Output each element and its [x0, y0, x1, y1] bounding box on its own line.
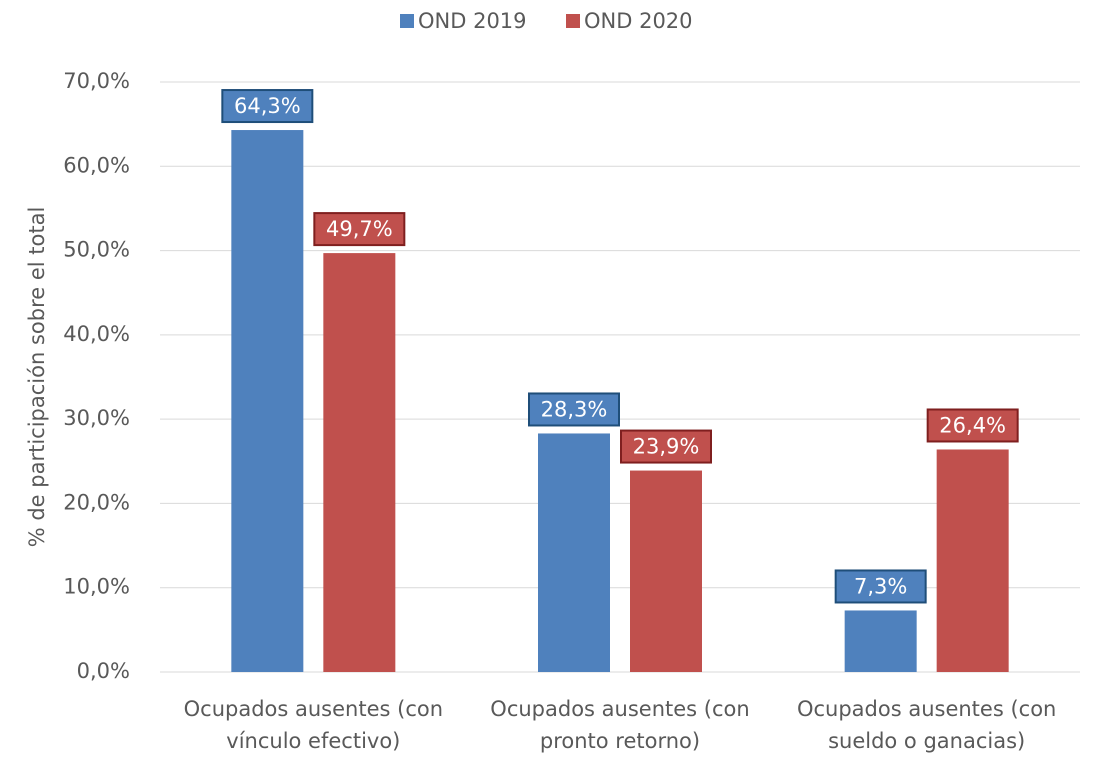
y-tick-label: 60,0%	[63, 153, 130, 177]
y-tick-label: 40,0%	[63, 322, 130, 346]
value-label: 49,7%	[326, 217, 393, 241]
x-tick-label: sueldo o ganacias)	[828, 729, 1025, 753]
bar	[844, 610, 917, 672]
legend-swatch	[400, 14, 414, 28]
legend-swatch	[566, 14, 580, 28]
value-label-box	[528, 392, 620, 427]
value-label: 7,3%	[854, 574, 907, 598]
bar	[936, 449, 1009, 672]
value-label: 23,9%	[633, 435, 700, 459]
value-label: 26,4%	[939, 413, 1006, 437]
y-tick-label: 20,0%	[63, 490, 130, 514]
y-tick-label: 30,0%	[63, 406, 130, 430]
legend-label: OND 2019	[418, 9, 527, 33]
y-tick-label: 10,0%	[63, 575, 130, 599]
y-tick-label: 70,0%	[63, 69, 130, 93]
value-label-box	[834, 569, 927, 604]
bar	[323, 253, 396, 672]
value-label: 64,3%	[234, 94, 301, 118]
value-label: 28,3%	[541, 397, 608, 421]
value-label-box	[313, 212, 406, 247]
x-tick-label: Ocupados ausentes (con	[184, 697, 443, 721]
y-axis-title: % de participación sobre el total	[25, 207, 49, 548]
value-label-box	[926, 408, 1019, 443]
x-tick-label: vínculo efectivo)	[226, 729, 400, 753]
y-tick-label: 0,0%	[77, 659, 130, 683]
x-tick-label: Ocupados ausentes (con	[797, 697, 1056, 721]
x-tick-label: Ocupados ausentes (con	[490, 697, 749, 721]
value-label-box	[221, 89, 314, 124]
bar	[538, 433, 610, 672]
legend-label: OND 2020	[584, 9, 693, 33]
y-tick-label: 50,0%	[63, 238, 130, 262]
bar	[630, 470, 702, 672]
value-label-box	[620, 429, 712, 464]
bar	[231, 130, 304, 673]
x-tick-label: pronto retorno)	[540, 729, 700, 753]
